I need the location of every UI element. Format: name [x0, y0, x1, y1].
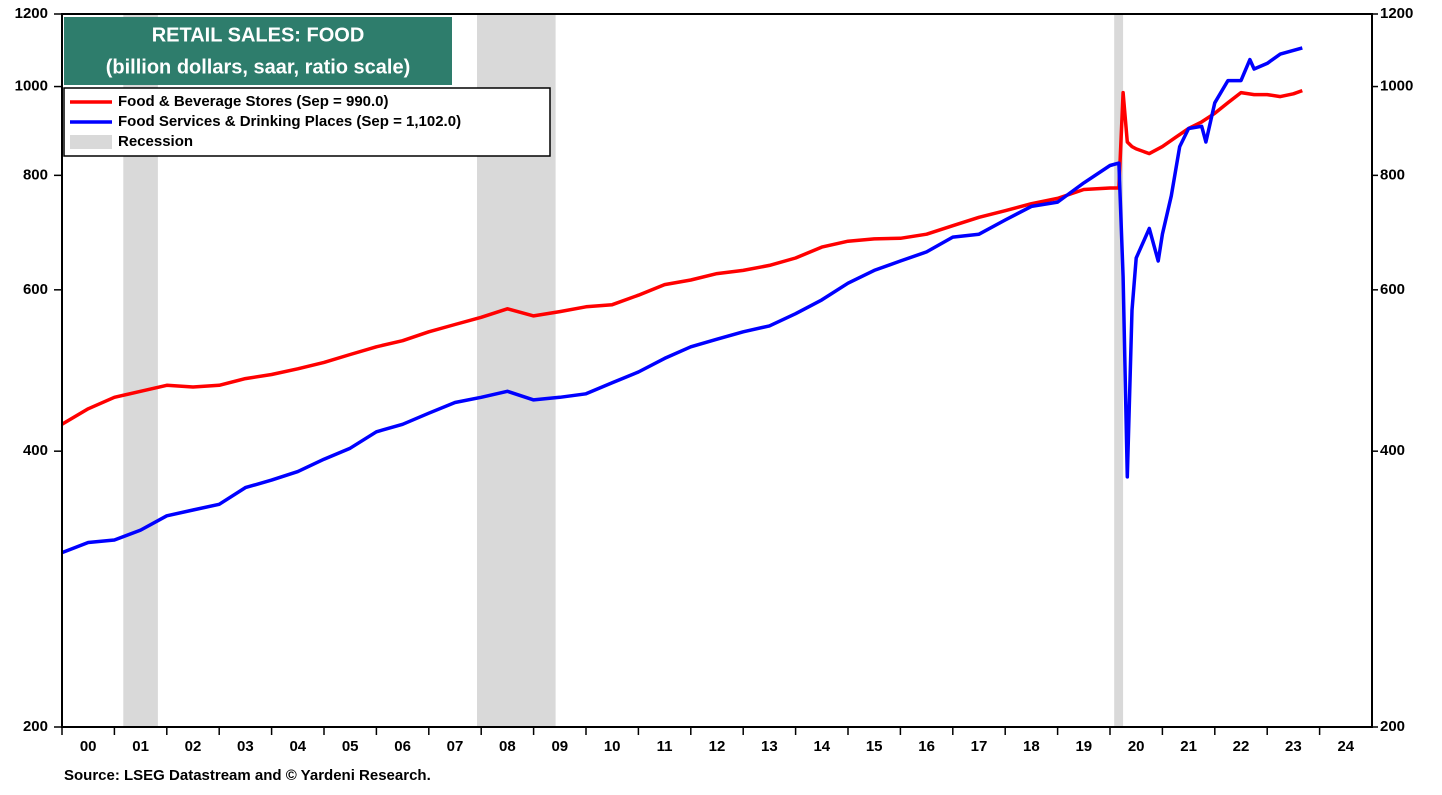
legend-label: Food Services & Drinking Places (Sep = 1…	[118, 113, 461, 130]
chart-subtitle: (billion dollars, saar, ratio scale)	[106, 56, 411, 78]
chart-title: RETAIL SALES: FOOD	[152, 24, 365, 46]
y-tick-label: 600	[23, 281, 48, 298]
y2-tick-label: 1000	[1380, 78, 1413, 95]
x-tick-label: 08	[499, 738, 516, 755]
series-lines	[61, 46, 1303, 555]
y-tick-label: 200	[23, 718, 48, 735]
x-tick-label: 02	[185, 738, 202, 755]
y-tick-label: 1200	[15, 5, 48, 22]
legend-label: Recession	[118, 133, 193, 150]
legend: Food & Beverage Stores (Sep = 990.0) Food…	[63, 87, 551, 157]
x-tick-label: 22	[1233, 738, 1250, 755]
x-tick-label: 00	[80, 738, 97, 755]
x-tick-label: 17	[971, 738, 988, 755]
x-tick-label: 04	[289, 738, 306, 755]
y2-tick-label: 600	[1380, 281, 1405, 298]
series-line	[61, 88, 1303, 426]
x-tick-label: 15	[866, 738, 883, 755]
x-tick-label: 20	[1128, 738, 1145, 755]
y2-tick-label: 200	[1380, 718, 1405, 735]
series-line	[61, 46, 1303, 555]
y-tick-label: 800	[23, 166, 48, 183]
x-tick-label: 18	[1023, 738, 1040, 755]
x-tick-label: 06	[394, 738, 411, 755]
y-tick-label: 400	[23, 442, 48, 459]
x-tick-label: 23	[1285, 738, 1302, 755]
title-box	[64, 17, 452, 85]
source-note: Source: LSEG Datastream and © Yardeni Re…	[64, 767, 431, 784]
x-tick-label: 03	[237, 738, 254, 755]
y2-tick-label: 800	[1380, 166, 1405, 183]
x-tick-label: 12	[709, 738, 726, 755]
x-tick-label: 01	[132, 738, 149, 755]
x-tick-label: 24	[1337, 738, 1354, 755]
legend-box	[63, 87, 551, 157]
x-tick-label: 10	[604, 738, 621, 755]
x-tick-label: 11	[657, 738, 673, 755]
x-tick-label: 13	[761, 738, 778, 755]
y-tick-label: 1000	[15, 78, 48, 95]
recession-band	[1114, 14, 1124, 727]
axes: 2004006008001000120020040060080010001200…	[15, 5, 1414, 755]
legend-swatch	[70, 135, 112, 149]
x-tick-label: 09	[551, 738, 568, 755]
x-tick-label: 21	[1180, 738, 1197, 755]
x-tick-label: 14	[813, 738, 830, 755]
y2-tick-label: 400	[1380, 442, 1405, 459]
plot-frame	[61, 13, 1373, 728]
x-tick-label: 07	[447, 738, 464, 755]
x-tick-label: 19	[1075, 738, 1092, 755]
x-tick-label: 05	[342, 738, 359, 755]
legend-label: Food & Beverage Stores (Sep = 990.0)	[118, 93, 389, 110]
x-tick-label: 16	[918, 738, 935, 755]
y2-tick-label: 1200	[1380, 5, 1413, 22]
